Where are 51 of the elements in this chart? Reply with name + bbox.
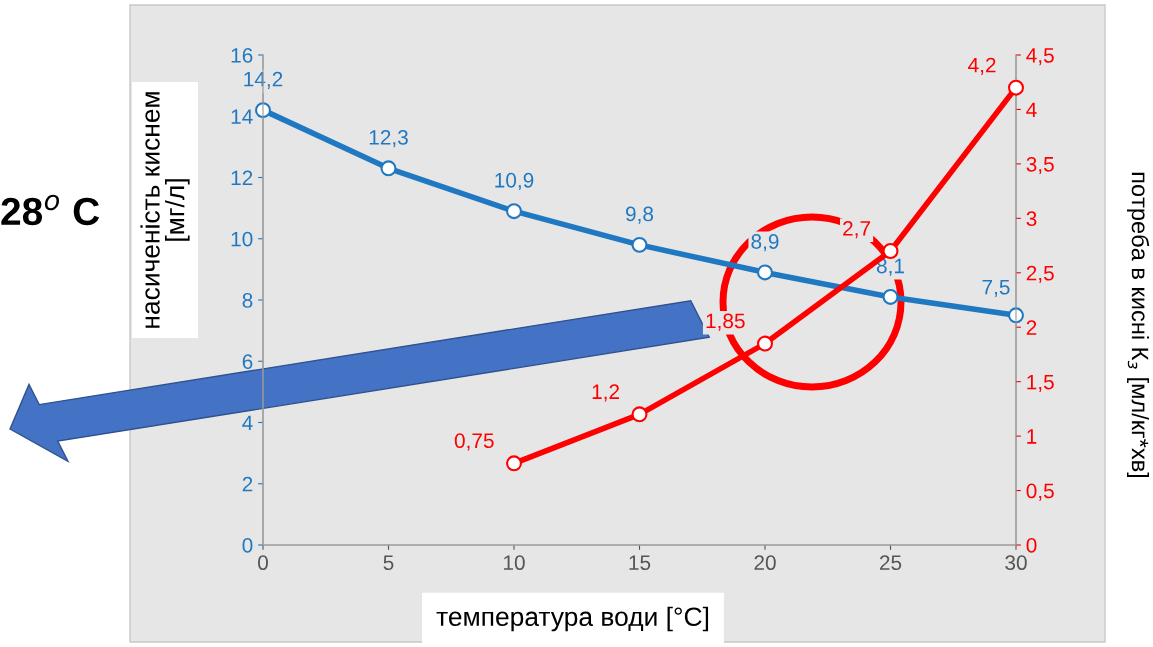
y2-axis-title: потреба в кисні К$_{з}$ [мл/кг*хв] (1127, 172, 1150, 478)
x-tick-label: 0 (258, 555, 268, 571)
y-tick-label: 0 (242, 538, 253, 553)
data-label: 10,9 (495, 172, 534, 191)
y-tick-label: 12 (231, 170, 253, 186)
x-tick-label: 20 (754, 555, 776, 571)
point (882, 288, 899, 305)
y2-tick-label: 3 (1026, 211, 1037, 227)
point (506, 455, 522, 472)
y-tick-label: 10 (231, 231, 253, 247)
point (757, 335, 773, 352)
data-label: 7,5 (982, 279, 1010, 297)
x-tick-label: 15 (629, 555, 651, 571)
point (631, 236, 648, 253)
data-label: 14,2 (244, 71, 283, 90)
data-label: 8,9 (751, 234, 779, 252)
point (380, 160, 397, 177)
text: 28$^{o}$ C (1, 194, 100, 226)
data-label: 2,7 (843, 221, 871, 239)
y2-tick-label: 2,5 (1026, 265, 1054, 283)
y-axis-title: насиченість киснем [мг/л] (140, 92, 190, 328)
data-label: 0,75 (454, 433, 494, 451)
y2-tick-label: 0 (1026, 538, 1037, 553)
y2-tick-label: 2 (1026, 320, 1037, 335)
data-label: 12,3 (369, 130, 408, 148)
data-label: 9,8 (626, 206, 654, 224)
data-label: 1,2 (592, 384, 620, 402)
x-tick-label: 30 (1005, 555, 1027, 571)
y-tick-label: 8 (242, 293, 253, 308)
y-tick-label: 2 (242, 476, 253, 492)
x-tick-label: 5 (383, 555, 394, 571)
y2-tick-label: 1,5 (1027, 374, 1054, 392)
point (757, 264, 773, 281)
point (1008, 79, 1024, 96)
data-label: 1,85 (706, 313, 745, 331)
y2-tick-label: 1 (1027, 429, 1037, 444)
x-tick-label: 25 (879, 555, 902, 571)
y2-tick-label: 4,5 (1026, 48, 1054, 66)
x-axis-title: температура води [°C] (436, 606, 709, 632)
y2-tick-label: 4 (1026, 102, 1037, 117)
x-tick-label: 10 (504, 555, 525, 571)
point (882, 243, 899, 259)
point (631, 406, 648, 423)
y-tick-label: 6 (242, 354, 253, 369)
y-tick-label: 16 (231, 48, 253, 63)
point (506, 203, 522, 220)
y2-tick-label: 3,5 (1026, 156, 1054, 175)
y2-tick-label: 0,5 (1026, 483, 1054, 501)
y-tick-label: 14 (231, 109, 253, 124)
data-label: 4,2 (968, 57, 996, 75)
y-tick-label: 4 (242, 415, 253, 431)
